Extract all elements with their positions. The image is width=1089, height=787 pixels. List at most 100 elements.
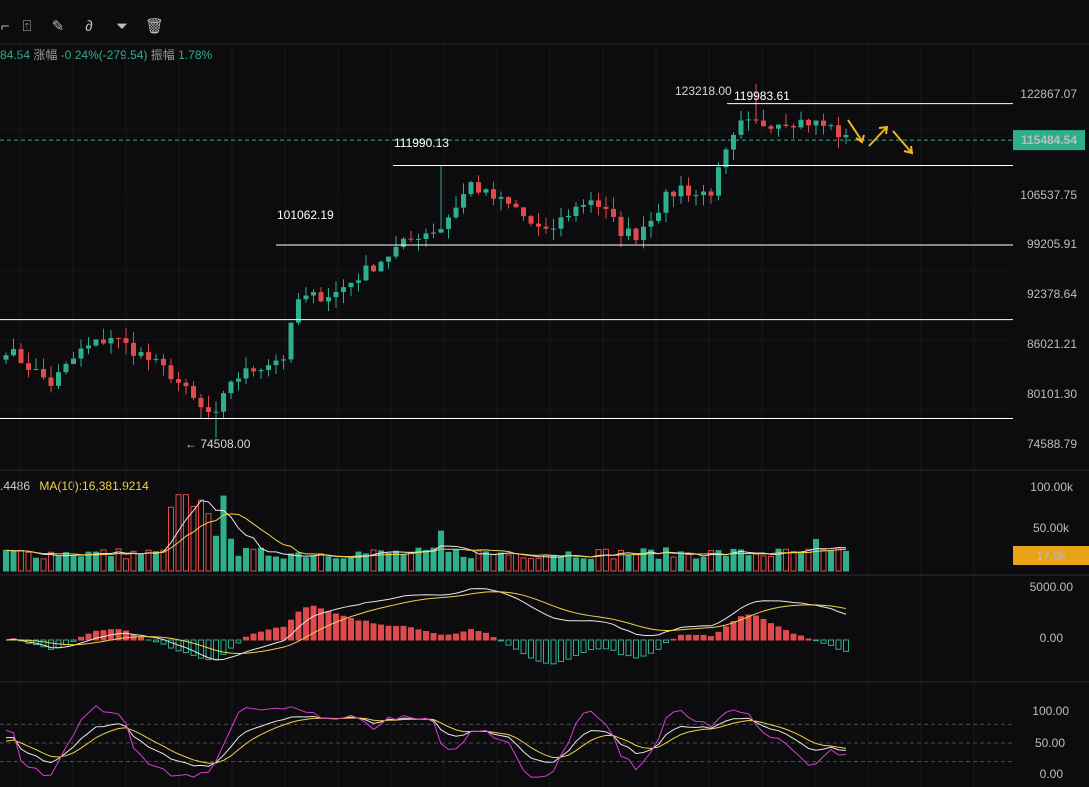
volume-bar <box>528 558 534 572</box>
candle <box>311 289 316 304</box>
volume-current-label: 17.0k <box>1036 549 1066 563</box>
macd-bar <box>693 634 699 641</box>
candle <box>431 223 436 238</box>
volume-bar <box>55 556 62 572</box>
candle-body <box>206 407 211 413</box>
volume-bar <box>108 556 114 572</box>
trash-icon[interactable]: 🗑 <box>145 18 165 35</box>
candle <box>288 322 294 363</box>
filter-icon[interactable]: ⏷ <box>115 18 128 35</box>
volume-bar <box>640 548 647 572</box>
volume-bar <box>618 549 624 572</box>
candle-body <box>498 197 504 199</box>
candle <box>626 217 631 241</box>
candle <box>176 371 181 392</box>
candle <box>71 351 76 365</box>
macd-bar <box>528 639 534 659</box>
candle <box>506 196 511 209</box>
candle-body <box>656 212 661 221</box>
magnet-icon[interactable]: ∂ <box>85 18 93 35</box>
candle <box>438 165 444 234</box>
volume-bar <box>790 550 797 572</box>
candle-body <box>168 365 174 380</box>
volume-bar <box>625 555 632 572</box>
macd-bar <box>385 625 392 641</box>
candle <box>828 123 834 130</box>
macd-bar <box>198 639 204 659</box>
candle-body <box>596 200 601 207</box>
candle-body <box>18 349 24 364</box>
candle <box>528 215 534 227</box>
volume-bar <box>543 554 549 572</box>
macd-bar <box>220 639 227 655</box>
candle <box>333 281 339 308</box>
candle <box>251 366 256 377</box>
candle-body <box>386 256 391 262</box>
volume-bar <box>348 557 354 572</box>
candle-body <box>393 246 399 257</box>
volume-bar <box>670 556 677 572</box>
candle <box>806 118 811 133</box>
candle-body <box>776 124 781 129</box>
lock-icon[interactable]: ⍐ <box>22 18 32 35</box>
candle-body <box>836 125 841 138</box>
candle <box>783 114 789 128</box>
candle-body <box>146 352 151 360</box>
volume-bar <box>768 555 774 572</box>
volume-bar <box>280 558 287 572</box>
volume-bar <box>213 535 219 572</box>
candle-body <box>378 261 384 272</box>
volume-bar <box>205 513 212 572</box>
candle-body <box>228 381 234 394</box>
candle-body <box>731 134 736 150</box>
macd-bar <box>258 631 264 641</box>
candle-body <box>71 358 76 364</box>
forecast-arrows <box>847 119 914 155</box>
candle-body <box>528 216 534 224</box>
candle <box>266 359 271 377</box>
candle <box>41 358 46 380</box>
macd-bar <box>745 614 752 641</box>
candle-body <box>483 189 489 193</box>
candle <box>716 162 721 201</box>
candle-body <box>768 126 774 129</box>
candle-body <box>198 397 204 408</box>
candle-body <box>176 379 181 383</box>
macd-bar <box>678 634 684 641</box>
volume-bar <box>843 550 849 572</box>
volume-bar <box>580 558 587 572</box>
candle <box>701 184 706 206</box>
edit-note-icon[interactable]: ✎ <box>51 18 65 35</box>
candle <box>768 124 774 134</box>
volume-bar <box>730 548 737 572</box>
candle <box>761 109 766 127</box>
volume-bar <box>295 552 302 572</box>
volume-bar <box>325 556 332 572</box>
candle-body <box>581 204 586 207</box>
candle-body <box>363 265 369 281</box>
low-annotation: ← 74508.00 <box>185 437 251 451</box>
macd-bar <box>618 639 624 656</box>
macd-bar <box>768 623 774 641</box>
macd-bar <box>640 639 647 657</box>
candle-body <box>213 411 219 413</box>
candle-body <box>123 338 129 343</box>
candle <box>416 233 421 251</box>
volume-bar <box>63 552 69 572</box>
candle <box>138 347 144 359</box>
candle <box>131 331 136 365</box>
volume-bar <box>265 555 272 572</box>
volume-bar <box>228 538 234 572</box>
grid-lines <box>0 44 1013 787</box>
candle-body <box>326 297 331 302</box>
macd-bar <box>670 638 677 641</box>
candle <box>791 123 796 139</box>
volume-bar <box>198 499 204 572</box>
macd-axis-label: 5000.00 <box>1030 580 1074 594</box>
crop-icon[interactable]: ⌐ <box>0 18 10 35</box>
arrow-head-3 <box>903 145 914 155</box>
volume-bar <box>130 550 137 572</box>
current-price-label: 115484.54 <box>1021 133 1077 147</box>
macd-bar <box>775 626 782 641</box>
